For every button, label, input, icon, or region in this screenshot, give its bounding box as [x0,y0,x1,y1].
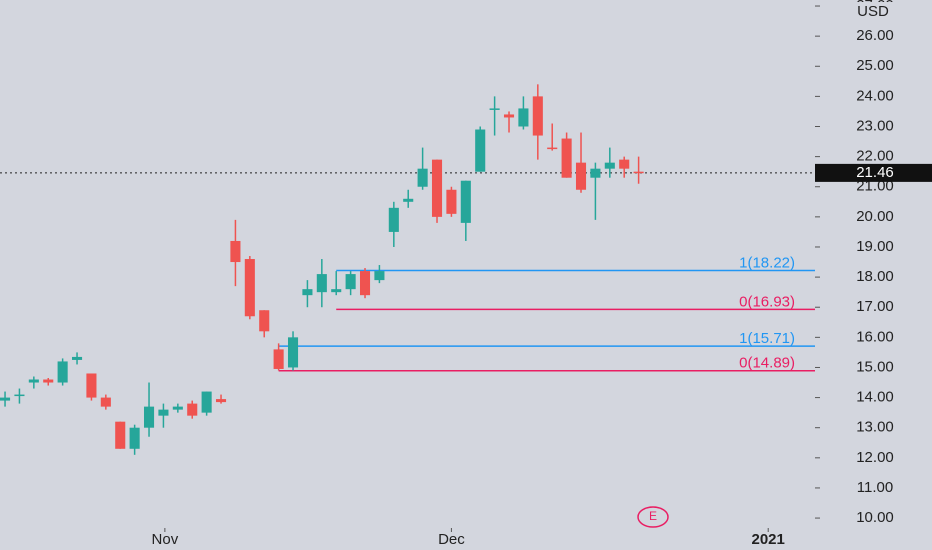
candle-body [201,391,212,413]
y-tick-label: 18.00 [856,268,894,285]
level-label: 0(14.89) [739,355,795,372]
candle-body [215,399,227,403]
candle-body [431,159,443,217]
candle-body [172,406,183,410]
price-scale [815,0,932,550]
candle-body [359,271,371,296]
candle-body [547,147,558,150]
x-tick-label: Nov [152,531,179,548]
candle-body [158,409,169,416]
candle-body [100,397,111,407]
candle-body [489,108,500,110]
level-label: 0(16.93) [739,293,795,310]
last-price-label: 21.46 [856,164,894,181]
candle-body [230,240,241,263]
candle-body [187,403,198,416]
y-tick-label: 11.00 [857,479,893,496]
candle-body [0,397,11,401]
candle-body [518,108,529,127]
candle-body [14,394,25,397]
candle-body [129,427,140,449]
candle-body [43,379,54,383]
candle-body [316,274,327,293]
y-tick-label: 12.00 [856,449,894,466]
candle-body [403,198,414,202]
y-tick-label: 23.00 [856,117,894,134]
x-tick-label: 2021 [752,531,785,548]
candle-body [532,96,543,136]
candle-body [619,159,630,169]
x-tick-label: Dec [438,531,465,548]
candle-body [575,162,587,190]
candle-body [273,349,284,369]
candle-body [475,129,486,172]
y-tick-label: 10.00 [856,509,894,526]
y-tick-label: 13.00 [856,419,894,436]
y-tick-label: 14.00 [856,389,894,406]
axis-label: USD [857,3,889,20]
candle-body [633,171,644,174]
candle-body [302,289,313,296]
candle-body [460,180,471,223]
candle-body [143,406,155,428]
candle-body [28,379,39,383]
candle-body [590,168,601,178]
candle-body [561,138,572,178]
event-marker [637,506,669,528]
candle-body [604,162,615,169]
y-tick-label: 15.00 [856,358,894,375]
y-tick-label: 17.00 [856,298,894,315]
candle-body [331,289,342,293]
y-tick-label: 25.00 [856,57,894,74]
candle-body [374,271,385,281]
axis-label-bg [838,2,908,20]
candle-body [259,310,270,332]
candle-body [71,356,83,360]
candle-body [446,189,457,214]
last-price-box [815,163,932,182]
candle-body [388,207,399,232]
candle-body [57,361,68,383]
y-tick-label: 16.00 [856,328,894,345]
y-tick-label: 21.00 [856,178,894,195]
y-tick-label: 20.00 [856,208,894,225]
level-label: 1(15.71) [739,330,795,347]
candle-body [503,114,515,118]
candle-body [287,337,299,368]
candle-body [244,259,255,317]
candle-body [345,274,356,290]
candle-body [86,373,97,398]
level-label: 1(18.22) [739,254,795,271]
candle-body [115,421,126,449]
y-tick-label: 24.00 [856,87,894,104]
candle-body [417,168,428,187]
y-tick-label: 22.00 [856,148,894,165]
y-tick-label: 26.00 [856,27,894,44]
event-marker-label: E [649,509,657,523]
y-tick-label: 19.00 [856,238,894,255]
